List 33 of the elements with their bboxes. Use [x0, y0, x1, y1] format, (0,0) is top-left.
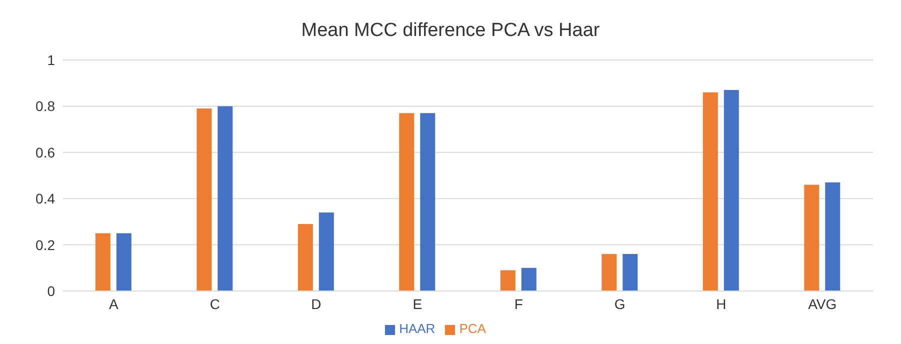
bar — [521, 268, 536, 291]
bar — [702, 92, 718, 291]
x-tick-label: D — [311, 296, 322, 312]
bar — [298, 224, 313, 291]
x-tick-label: C — [210, 296, 220, 312]
bar — [95, 233, 110, 291]
chart-title: Mean MCC difference PCA vs Haar — [300, 19, 601, 43]
bar — [804, 184, 820, 291]
x-tick-label: AVG — [808, 296, 837, 312]
y-tick-label: 0.6 — [36, 144, 56, 160]
bar — [825, 182, 840, 291]
bar — [622, 254, 638, 291]
bar — [399, 113, 414, 291]
legend-label: HAAR — [399, 321, 436, 336]
y-tick-label: 0.8 — [36, 98, 56, 114]
y-tick-label: 0 — [47, 282, 56, 299]
bar — [218, 106, 233, 291]
y-tick-label: 0.4 — [36, 190, 56, 207]
bar — [602, 254, 617, 291]
y-tick-label: 0.2 — [36, 236, 56, 253]
legend-label: PCA — [459, 321, 486, 336]
bar — [500, 270, 516, 291]
x-tick-label: F — [514, 296, 523, 312]
x-tick-label: G — [614, 296, 626, 312]
x-tick-label: A — [108, 296, 119, 312]
bar — [116, 233, 132, 291]
x-tick-label: E — [412, 296, 422, 312]
bar — [196, 108, 212, 291]
bar — [724, 90, 739, 291]
bar — [420, 113, 436, 291]
y-tick-label: 1 — [47, 52, 56, 68]
bar — [318, 212, 334, 291]
x-tick-label: H — [716, 296, 726, 312]
